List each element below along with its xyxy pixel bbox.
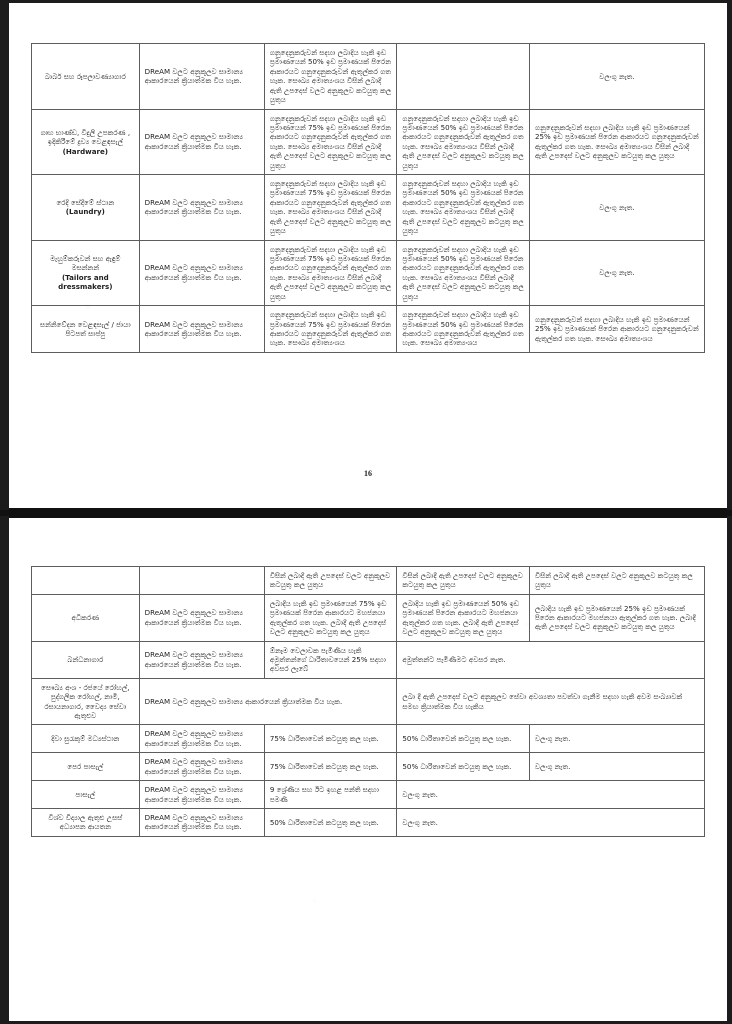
table-row: බන්ධනාගාර DReAM වලට අනුකූලව සාමාන්‍ය ආකා… [31,640,705,679]
cell-category: බන්ධනාගාර [31,640,140,679]
cell-level-3: ගනුදෙනුකරුවන් සදහා ලබාදිය හැකි ඉඩ ප්‍රමා… [396,108,530,176]
cell-level-4: ගනුදෙනුකරුවන් සදහා ලබාදිය හැකි ඉඩ ප්‍රමා… [529,108,705,176]
cell-level-2: ගනුදෙනුකරුවන් සදහා ලබාදිය හැකි ඉඩ ප්‍රමා… [263,108,398,176]
scan-edge-left-lower [0,516,9,1024]
cell-level-2: ගනුදෙනුකරුවන් සදහා ලබාදිය හැකි ඉඩ ප්‍රමා… [263,174,398,241]
table-row: විශ්ව විද්‍යාල ඇතුළු උසස් අධ්‍යාපන ආයතන … [31,808,705,837]
cell-category: මැහුම්කරුවන් සහ ඇඳුම් මසන්නන් (Tailors a… [31,239,140,307]
cell-category: විශ්ව විද්‍යාල ඇතුළු උසස් අධ්‍යාපන ආයතන [31,808,140,837]
cell-level-1: DReAM වලට අනුකූලව සාමාන්‍ය ආකාරයෙන් ක්‍ර… [138,305,265,353]
document-page-16: බාබර් සහ රූපලාවණ්‍යාගාර DReAM වලට අනුකූල… [9,3,727,508]
cell-category: පෙර පාසැල් [31,752,140,782]
table-row: දිවා සුරැකුම් මධ්‍යස්ථාන DReAM වලට අනුකූ… [31,724,705,754]
cell-category-english: (Laundry) [65,207,105,217]
cell-level-1-merged: DReAM වලට අනුකූලව සාමාන්‍ය ආකාරයෙන් ක්‍ර… [138,677,398,726]
cell-level-3: විසින් ලබාදී ඇති උපදෙස් වලට අනුකූලව කටයු… [396,566,530,595]
cell-category: දිවා සුරැකුම් මධ්‍යස්ථාන [31,724,140,754]
page-number-16: 16 [364,469,372,478]
cell-level-4: වලංගු නැත. [529,43,705,110]
table-row: පාසැල් DReAM වලට අනුකූලව සාමාන්‍ය ආකාරයෙ… [31,780,705,810]
table-row: පෙර පාසැල් DReAM වලට අනුකූලව සාමාන්‍ය ආක… [31,752,705,782]
cell-level-1: DReAM වලට අනුකූලව සාමාන්‍ය ආකාරයෙන් ක්‍ර… [138,239,265,307]
table-row: ගෘහ භාණ්ඩ, විදුලි උපකරණ , ඉදිකිරීමේ ද්‍ර… [31,108,705,176]
cell-level-2: 75% ධාරිතාවෙන් කටයුතු කල හැක. [263,752,398,782]
table-row: විසින් ලබාදී ඇති උපදෙස් වලට අනුකූලව කටයු… [31,566,705,595]
table-row: රෙදි සේදීමේ ස්ථාන (Laundry) DReAM වලට අන… [31,174,705,241]
cell-level-2: 9 ශ්‍රේණිය සහ ඊට ඉහළ පන්ති සදහා පමණි [263,780,398,810]
cell-level-3 [396,43,530,110]
cell-level-3-merged: ලබා දී ඇති උපදෙස් වලට අනුකූලව සේවා අවශ්‍… [396,677,705,726]
cell-level-1: DReAM වලට අනුකූලව සාමාන්‍ය ආකාරයෙන් ක්‍ර… [138,593,265,642]
cell-category: ගෘහ භාණ්ඩ, විදුලි උපකරණ , ඉදිකිරීමේ ද්‍ර… [31,108,140,176]
cell-level-3: 50% ධාරිතාවෙන් කටයුතු කල හැක. [396,752,530,782]
table-row: සන්නිවේදන වෙළඳසැල් / ජායා පිටපත් සාප්පු … [31,305,705,353]
cell-level-2: ගනුදෙනුකරුවන් සදහා ලබාදිය හැකි ඉඩ ප්‍රමා… [263,239,398,307]
cell-level-4: ලබාදිය හැකි ඉඩ ප්‍රමාණයෙන් 25% ඉඩ ප්‍රමා… [529,593,705,642]
table-row: අධිකරණ DReAM වලට අනුකූලව සාමාන්‍ය ආකාරයෙ… [31,593,705,642]
scan-edge-top [0,0,732,3]
cell-level-3: ලබාදිය හැකි ඉඩ ප්‍රමාණයෙන් 50% ඉඩ ප්‍රමා… [396,593,530,642]
cell-level-2: 50% ධාරිතාවෙන් කටයුතු කල හැක. [263,808,398,837]
cell-level-1: DReAM වලට අනුකූලව සාමාන්‍ය ආකාරයෙන් ක්‍ර… [138,640,265,679]
cell-level-4: වලංගු නැත. [529,724,705,754]
cell-level-3-merged: වලංගු නැත. [396,780,705,810]
table-row: මැහුම්කරුවන් සහ ඇඳුම් මසන්නන් (Tailors a… [31,239,705,307]
scan-edge-right-lower [727,516,732,1024]
guideline-table-page-17: විසින් ලබාදී ඇති උපදෙස් වලට අනුකූලව කටයු… [31,566,705,837]
cell-level-2: ලබාදිය හැකි ඉඩ ප්‍රමාණයෙන් 75% ඉඩ ප්‍රමා… [263,593,398,642]
cell-category-english: (Tailors and dressmakers) [58,272,113,292]
table-row: සෞඛ්‍ය අංශ - රජයේ රෝහල්, පුද්ගලික රෝහල්,… [31,677,705,726]
cell-level-2: 75% ධාරිතාවෙන් කටයුතු කල හැක. [263,724,398,754]
cell-level-1: DReAM වලට අනුකූලව සාමාන්‍ය ආකාරයෙන් ක්‍ර… [138,780,265,810]
cell-level-2: ගනුදෙනුකරුවන් සදහා ලබාදිය හැකි ඉඩ ප්‍රමා… [263,43,398,110]
scan-edge-bottom [0,1021,732,1024]
cell-level-3: ගනුදෙනුකරුවන් සදහා ලබාදිය හැකි ඉඩ ප්‍රමා… [396,174,530,241]
cell-level-4: වලංගු නැත. [529,174,705,241]
cell-category: රෙදි සේදීමේ ස්ථාන (Laundry) [31,174,140,241]
cell-level-2: ගනුදෙනුකරුවන් සදහා ලබාදිය හැකි ඉඩ ප්‍රමා… [263,305,398,353]
cell-category-english: (Hardware) [62,146,109,156]
cell-level-2: විසින් ලබාදී ඇති උපදෙස් වලට අනුකූලව කටයු… [263,566,398,595]
cell-category: අධිකරණ [31,593,140,642]
cell-category: සෞඛ්‍ය අංශ - රජයේ රෝහල්, පුද්ගලික රෝහල්,… [31,677,140,726]
cell-level-4: ගනුදෙනුකරුවන් සදහා ලබාදිය හැකි ඉඩ ප්‍රමා… [529,305,705,353]
cell-level-1: DReAM වලට අනුකූලව සාමාන්‍ය ආකාරයෙන් ක්‍ර… [138,724,265,754]
cell-category: පාසැල් [31,780,140,810]
guideline-table-page-16: බාබර් සහ රූපලාවණ්‍යාගාර DReAM වලට අනුකූල… [31,43,705,353]
table-row: බාබර් සහ රූපලාවණ්‍යාගාර DReAM වලට අනුකූල… [31,43,705,110]
cell-level-3-merged: අමුත්තන්ට පැමිණීමට අවසර නැත. [396,640,705,679]
page-16-table-wrapper: බාබර් සහ රූපලාවණ්‍යාගාර DReAM වලට අනුකූල… [31,43,705,353]
cell-category: සන්නිවේදන වෙළඳසැල් / ජායා පිටපත් සාප්පු [31,305,140,353]
cell-level-4: වලංගු නැත. [529,752,705,782]
cell-level-3: ගනුදෙනුකරුවන් සදහා ලබාදිය හැකි ඉඩ ප්‍රමා… [396,305,530,353]
scan-edge-left-upper [0,0,9,510]
cell-category: බාබර් සහ රූපලාවණ්‍යාගාර [31,43,140,110]
cell-level-1: DReAM වලට අනුකූලව සාමාන්‍ය ආකාරයෙන් ක්‍ර… [138,174,265,241]
cell-category [31,566,140,595]
cell-level-1 [138,566,265,595]
page-17-table-wrapper: විසින් ලබාදී ඇති උපදෙස් වලට අනුකූලව කටයු… [31,566,705,837]
cell-level-2: ඕනෑම වෙලාවක පැමිණිය හැකි අමුත්තන්ගේ ධාරි… [263,640,398,679]
document-page-17: විසින් ලබාදී ඇති උපදෙස් වලට අනුකූලව කටයු… [9,518,727,1021]
cell-level-4: වලංගු නැත. [529,239,705,307]
scan-edge-right-upper [727,0,732,510]
cell-level-1: DReAM වලට අනුකූලව සාමාන්‍ය ආකාරයෙන් ක්‍ර… [138,43,265,110]
cell-level-3-merged: වලංගු නැත. [396,808,705,837]
cell-level-1: DReAM වලට අනුකූලව සාමාන්‍ය ආකාරයෙන් ක්‍ර… [138,752,265,782]
cell-level-3: ගනුදෙනුකරුවන් සදහා ලබාදිය හැකි ඉඩ ප්‍රමා… [396,239,530,307]
scan-page-separator [0,508,732,518]
cell-level-3: 50% ධාරිතාවෙන් කටයුතු කල හැක. [396,724,530,754]
cell-level-1: DReAM වලට අනුකූලව සාමාන්‍ය ආකාරයෙන් ක්‍ර… [138,808,265,837]
cell-level-1: DReAM වලට අනුකූලව සාමාන්‍ය ආකාරයෙන් ක්‍ර… [138,108,265,176]
cell-level-4: විසින් ලබාදී ඇති උපදෙස් වලට අනුකූලව කටයු… [529,566,705,595]
